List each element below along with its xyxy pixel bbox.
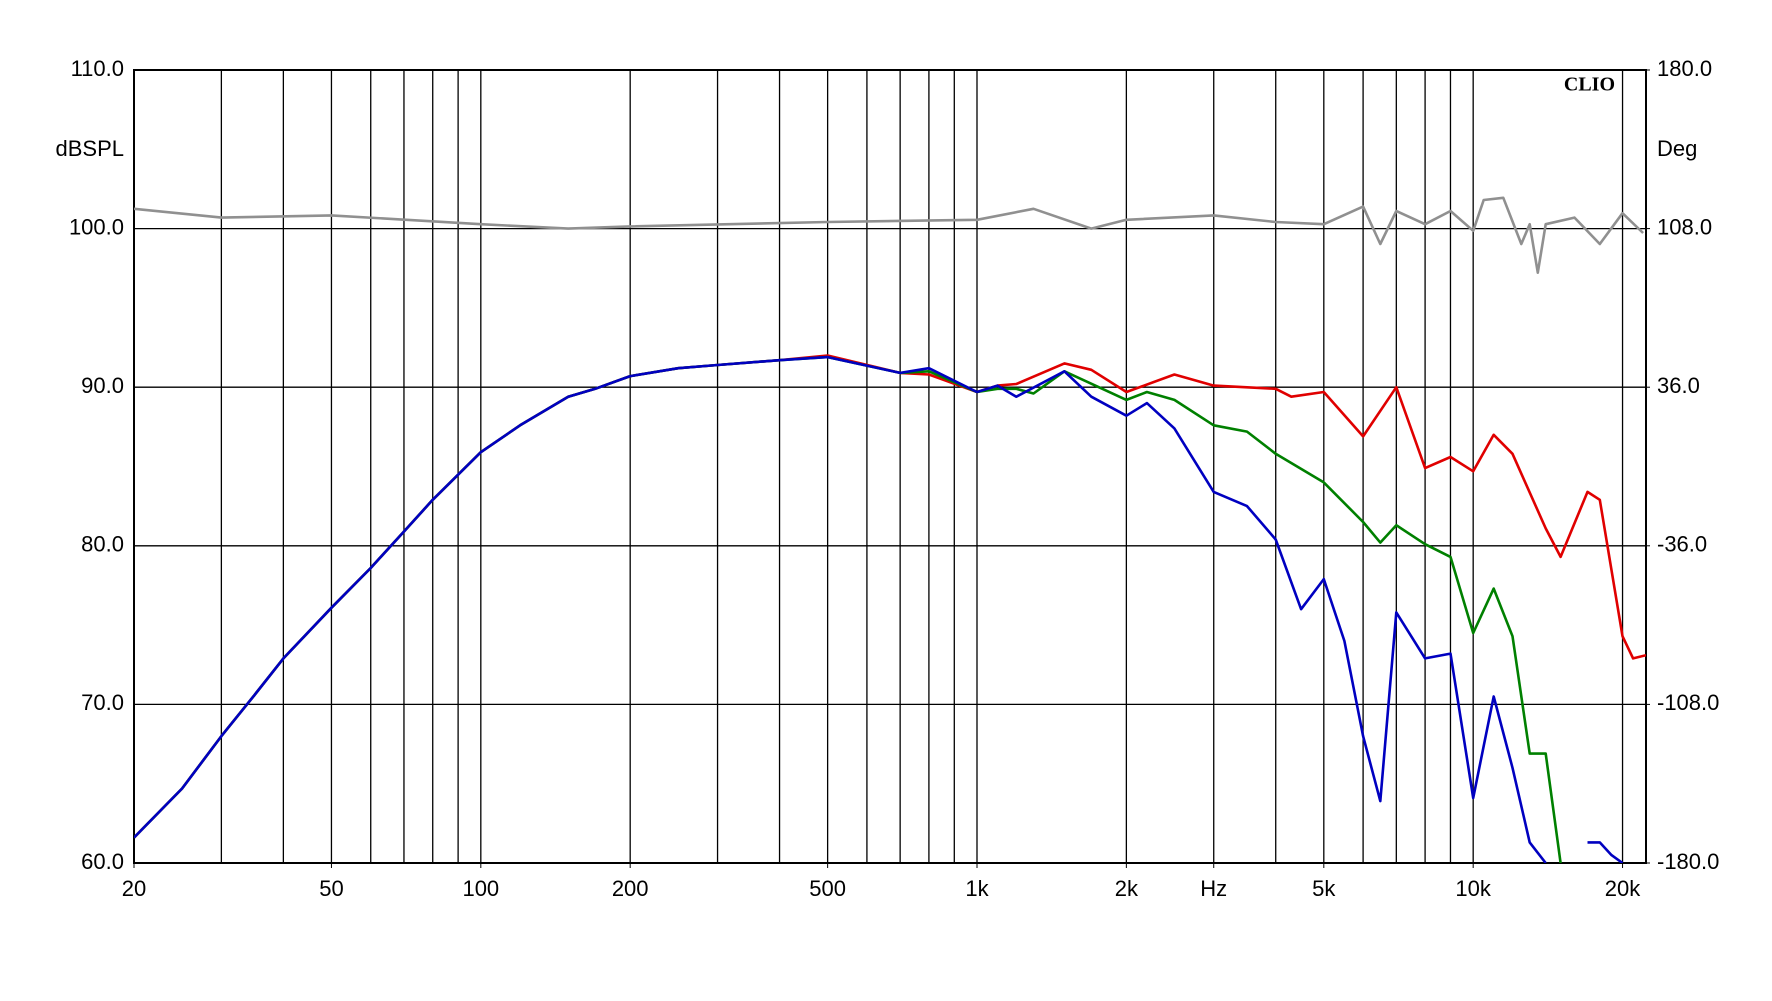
y-tick-label: 70.0 <box>81 690 124 715</box>
x-tick-label: 2k <box>1115 876 1139 901</box>
series-line <box>134 355 1624 863</box>
y2-tick-label: 36.0 <box>1657 373 1700 398</box>
x-tick-label: 20k <box>1605 876 1641 901</box>
plot-frame <box>133 69 1647 864</box>
x-tick-label: 1k <box>965 876 989 901</box>
y-tick-label: 90.0 <box>81 373 124 398</box>
x-tick-label: 10k <box>1455 876 1491 901</box>
y2-axis-label: Deg <box>1657 136 1697 161</box>
x-tick-label: 20 <box>122 876 146 901</box>
x-tick-label: 50 <box>319 876 343 901</box>
x-tick-label: Hz <box>1200 876 1227 901</box>
grid <box>134 69 1646 864</box>
watermark: CLIO <box>1564 74 1615 96</box>
y-tick-label: 80.0 <box>81 532 124 557</box>
y2-tick-label: -180.0 <box>1657 849 1719 874</box>
x-tick-label: 5k <box>1312 876 1336 901</box>
y2-tick-label: -36.0 <box>1657 532 1707 557</box>
x-tick-label: 100 <box>462 876 499 901</box>
plot-lines <box>134 196 1646 863</box>
x-tick-label: 500 <box>809 876 846 901</box>
x-tick-label: 200 <box>612 876 649 901</box>
y-axis-label: dBSPL <box>56 136 125 161</box>
y2-tick-label: -108.0 <box>1657 690 1719 715</box>
y-tick-label: 60.0 <box>81 849 124 874</box>
y2-tick-label: 180.0 <box>1657 56 1712 81</box>
series-line <box>134 196 1645 274</box>
y-tick-label: 110.0 <box>71 56 124 81</box>
y-tick-label: 100.0 <box>69 214 124 239</box>
y2-tick-label: 108.0 <box>1657 214 1712 239</box>
